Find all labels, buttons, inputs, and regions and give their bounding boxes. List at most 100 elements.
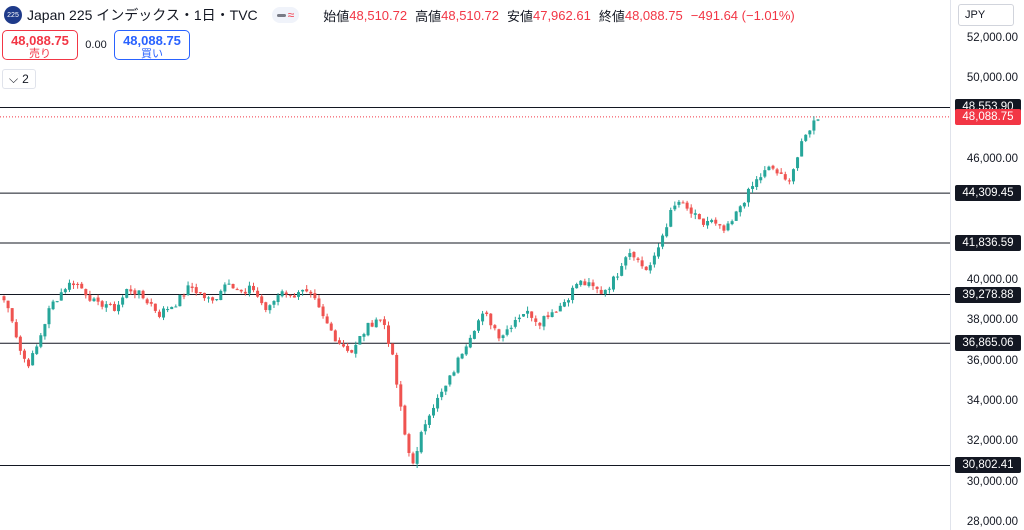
candle-body — [497, 329, 501, 339]
candle-body — [174, 306, 178, 308]
candle-body — [746, 188, 750, 203]
candle-body — [591, 282, 595, 287]
candle-body — [149, 302, 153, 304]
last-price-label[interactable]: 48,088.75 — [955, 108, 1021, 125]
indicator-count: 2 — [22, 72, 29, 86]
candle-body — [812, 120, 816, 131]
candle-body — [72, 283, 76, 286]
candle-body — [215, 299, 219, 301]
candle-body — [440, 391, 444, 398]
candle-body — [321, 306, 325, 317]
candle-body — [260, 296, 264, 304]
candle-body — [100, 301, 104, 307]
chevron-down-icon: ⌵ — [9, 71, 19, 86]
candle-body — [775, 169, 779, 174]
indicators-toggle-button[interactable]: ⌵ 2 — [2, 69, 36, 89]
candle-body — [485, 312, 489, 315]
candle-body — [235, 289, 239, 291]
candle-body — [346, 345, 350, 351]
candle-body — [10, 308, 14, 322]
candle-body — [337, 340, 341, 344]
candle-body — [742, 202, 746, 207]
candle-body — [546, 315, 550, 318]
candle-body — [816, 119, 820, 121]
candle-body — [43, 324, 47, 337]
candle-body — [628, 253, 632, 257]
candle-body — [566, 300, 570, 303]
candle-body — [648, 265, 652, 271]
hide-icon[interactable] — [276, 13, 286, 17]
candle-body — [301, 289, 305, 292]
candle-body — [656, 247, 660, 257]
buy-button[interactable]: 48,088.75 買い — [114, 30, 190, 60]
candle-body — [464, 346, 468, 355]
candle-body — [395, 354, 399, 385]
level-price-label[interactable]: 39,278.88 — [955, 286, 1021, 303]
candle-body — [542, 316, 546, 327]
candle-body — [51, 301, 55, 310]
candlestick-chart[interactable] — [0, 0, 950, 530]
candle-body — [35, 346, 39, 354]
candle-body — [530, 311, 534, 318]
candle-body — [117, 304, 121, 312]
candle-body — [611, 276, 615, 290]
y-tick-label: 52,000.00 — [966, 32, 1018, 44]
currency-selector[interactable]: JPY — [958, 4, 1014, 26]
level-price-label[interactable]: 36,865.06 — [955, 335, 1021, 352]
spread-value: 0.00 — [85, 39, 107, 51]
candle-body — [665, 227, 669, 237]
candle-body — [534, 318, 538, 322]
candle-body — [186, 285, 190, 296]
candle-body — [431, 407, 435, 416]
candle-body — [162, 308, 166, 318]
symbol-title[interactable]: Japan 225 インデックス・1日・TVC — [27, 7, 258, 23]
candle-body — [297, 292, 301, 297]
level-price-label[interactable]: 41,836.59 — [955, 234, 1021, 251]
candle-body — [575, 284, 579, 289]
candle-body — [243, 291, 247, 294]
candle-body — [6, 300, 10, 309]
candle-body — [207, 297, 211, 299]
candle-body — [411, 453, 415, 464]
candle-body — [247, 285, 251, 294]
candle-body — [468, 337, 472, 348]
candle-body — [681, 202, 685, 204]
candle-body — [579, 280, 583, 285]
candle-body — [517, 317, 521, 320]
candle-body — [427, 415, 431, 425]
candle-body — [141, 290, 145, 299]
candle-body — [456, 357, 460, 373]
price-axis[interactable]: 52,000.00 50,000.00 46,000.00 40,000.00 38,0… — [950, 0, 1024, 530]
candle-body — [603, 289, 607, 295]
candle-body — [280, 291, 284, 297]
candle-body — [796, 157, 800, 169]
y-tick-label: 38,000.00 — [966, 314, 1018, 327]
visibility-toggle[interactable]: ≈ — [271, 7, 300, 23]
candle-body — [129, 289, 133, 292]
open-label: 始値 — [323, 8, 350, 24]
candle-body — [27, 359, 31, 367]
level-price-label[interactable]: 44,309.45 — [955, 185, 1021, 202]
symbol-logo-icon[interactable]: 225 — [4, 6, 22, 24]
candle-body — [685, 202, 689, 209]
candle-body — [182, 295, 186, 297]
candle-body — [505, 329, 509, 335]
candle-body — [166, 309, 170, 311]
candle-body — [800, 141, 804, 157]
candle-body — [325, 316, 329, 324]
candle-body — [513, 319, 517, 327]
candle-body — [362, 334, 366, 337]
candle-body — [710, 220, 714, 222]
candle-body — [689, 207, 693, 214]
candle-body — [256, 290, 260, 297]
candle-body — [157, 311, 161, 317]
change-value: −491.64 (−1.01%) — [690, 7, 795, 23]
wave-icon[interactable]: ≈ — [287, 8, 295, 22]
candle-body — [88, 295, 92, 301]
level-price-label[interactable]: 30,802.41 — [955, 457, 1021, 474]
candle-body — [47, 308, 51, 325]
candle-body — [96, 297, 100, 302]
sell-button[interactable]: 48,088.75 売り — [2, 30, 78, 60]
candle-body — [718, 224, 722, 226]
candle-body — [125, 289, 129, 298]
